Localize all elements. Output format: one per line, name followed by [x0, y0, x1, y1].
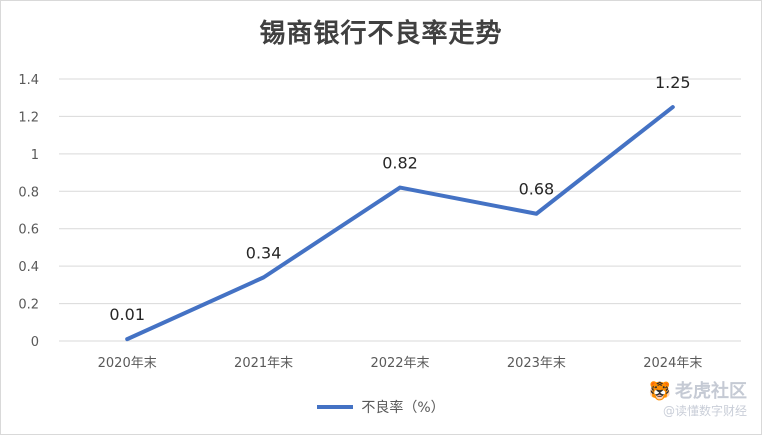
x-tick-label: 2020年末 [98, 356, 157, 371]
chart-title: 锡商银行不良率走势 [259, 19, 503, 49]
x-tick-label: 2021年末 [234, 356, 293, 371]
data-label: 1.25 [655, 73, 691, 92]
y-tick-label: 0.6 [18, 223, 39, 238]
x-tick-label: 2022年末 [370, 356, 429, 371]
legend-line-icon [317, 405, 354, 409]
x-tick-label: 2024年末 [643, 356, 702, 371]
legend: 不良率（%） [1, 397, 761, 417]
data-label: 0.01 [109, 305, 145, 324]
y-tick-label: 0.2 [18, 298, 39, 313]
y-tick-label: 0 [31, 335, 39, 350]
watermark: 🐯 老虎社区 @读懂数字财经 [649, 381, 747, 419]
x-tick-label: 2023年末 [507, 356, 566, 371]
y-tick-label: 1.2 [18, 110, 39, 125]
tiger-logo-icon: 🐯 [648, 381, 671, 402]
legend-label: 不良率（%） [361, 400, 445, 416]
series-line [125, 105, 675, 342]
watermark-sub: @读懂数字财经 [662, 403, 747, 418]
data-label: 0.68 [519, 180, 555, 199]
data-label: 0.34 [246, 243, 282, 262]
data-label: 0.82 [382, 154, 418, 173]
y-tick-label: 1 [31, 148, 39, 163]
y-tick-label: 0.8 [18, 185, 39, 200]
y-tick-label: 1.4 [18, 73, 39, 88]
watermark-main: 老虎社区 [675, 381, 747, 402]
y-tick-label: 0.4 [18, 260, 39, 275]
